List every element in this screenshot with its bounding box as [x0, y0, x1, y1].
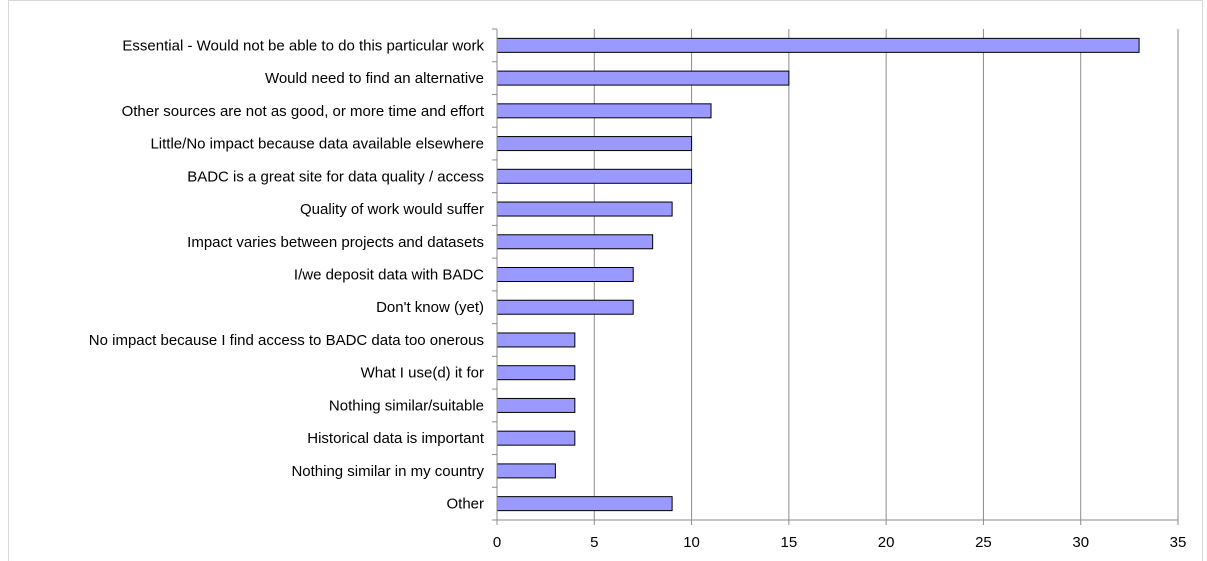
category-label: BADC is a great site for data quality / … [187, 168, 484, 185]
bar [496, 136, 693, 152]
bar [496, 37, 1140, 53]
bar [496, 234, 654, 250]
x-tick-label: 25 [975, 534, 992, 551]
category-label: No impact because I find access to BADC … [89, 332, 484, 349]
bar [496, 463, 556, 479]
x-tick-label: 20 [878, 534, 895, 551]
category-label: Little/No impact because data available … [150, 136, 484, 153]
bar [496, 168, 693, 184]
category-label: Would need to find an alternative [265, 70, 484, 87]
category-label: Quality of work would suffer [300, 201, 484, 218]
category-label: Nothing similar in my country [291, 463, 484, 480]
category-label: Essential - Would not be able to do this… [122, 37, 484, 54]
bar [496, 267, 634, 282]
chart-frame [8, 0, 1203, 561]
bar [496, 299, 634, 315]
x-tick-label: 10 [683, 534, 700, 551]
bar [496, 332, 576, 348]
bar [496, 430, 576, 446]
bar [496, 201, 673, 217]
bar [496, 496, 673, 512]
category-label: Don't know (yet) [376, 299, 484, 316]
category-label: Nothing similar/suitable [329, 397, 484, 414]
x-tick-label: 0 [493, 534, 501, 551]
category-label: I/we deposit data with BADC [294, 267, 484, 284]
x-tick-label: 35 [1170, 534, 1187, 551]
bar [496, 397, 576, 413]
x-tick-label: 15 [781, 534, 798, 551]
x-tick-label: 5 [590, 534, 598, 551]
bar [496, 365, 576, 381]
category-label: Other sources are not as good, or more t… [122, 103, 485, 120]
category-label: Impact varies between projects and datas… [187, 234, 484, 251]
category-label: Other [446, 496, 484, 513]
category-label: Historical data is important [307, 430, 485, 447]
x-tick-label: 30 [1072, 534, 1089, 551]
bar [496, 103, 712, 119]
category-label: What I use(d) it for [361, 365, 484, 382]
bar [496, 70, 790, 86]
